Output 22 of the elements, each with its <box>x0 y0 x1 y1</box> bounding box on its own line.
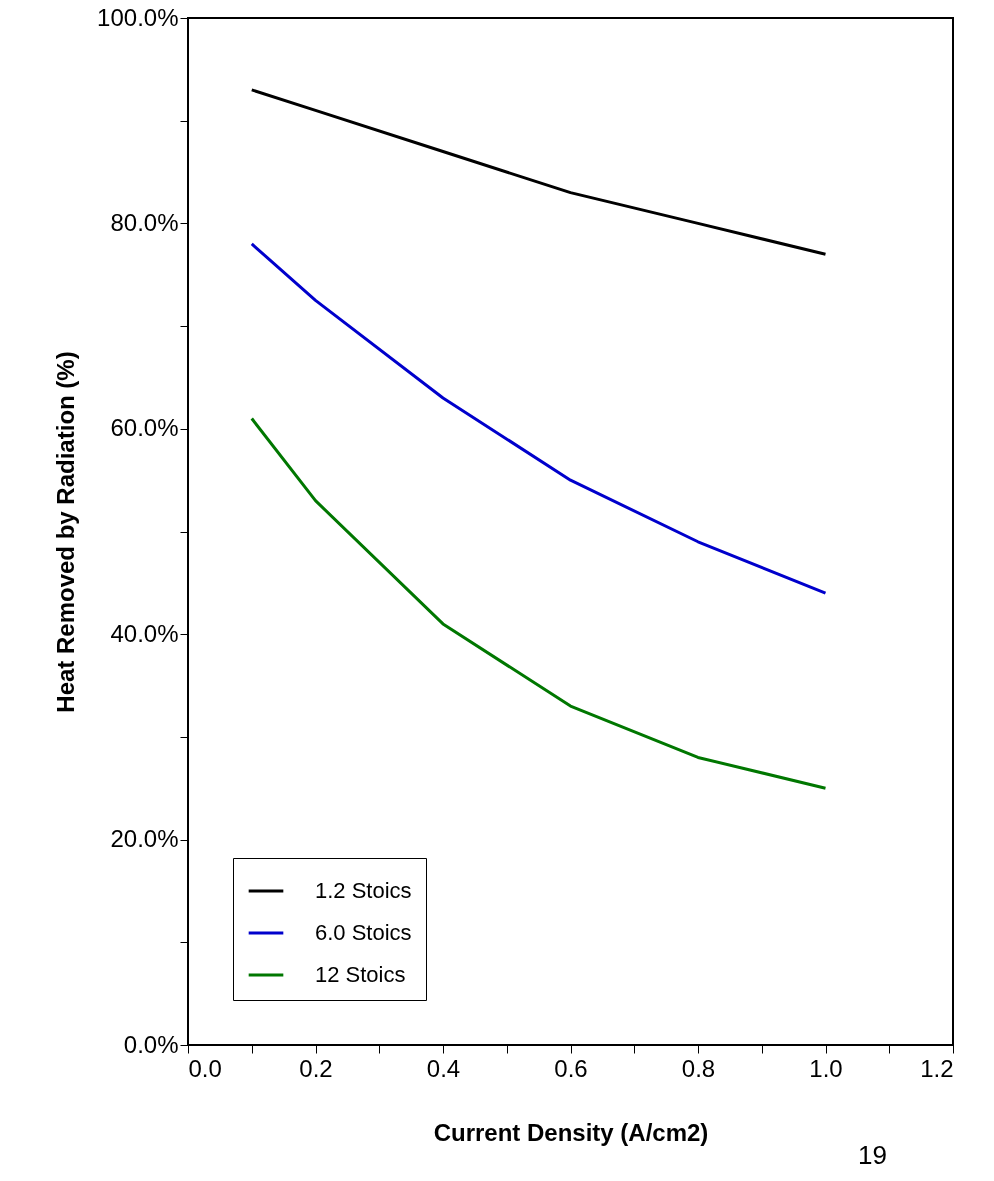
line-series <box>250 417 827 790</box>
y-axis-title: Heat Removed by Radiation (%) <box>52 351 80 713</box>
x-axis-title: Current Density (A/cm2) <box>433 1118 709 1146</box>
x-tick-label: 0.6 <box>554 1054 588 1082</box>
y-tick-label: 100.0% <box>97 3 179 31</box>
legend-label: 1.2 Stoics <box>315 878 412 903</box>
x-tick-label: 1.2 <box>920 1054 954 1082</box>
line-series <box>250 88 827 256</box>
page-number: 19 <box>858 1140 887 1171</box>
line-series <box>250 242 827 595</box>
x-tick-label: 0.4 <box>426 1054 461 1082</box>
y-tick-label: 20.0% <box>110 825 179 853</box>
y-tick-label: 60.0% <box>110 414 179 442</box>
x-tick-label: 1.0 <box>809 1054 843 1082</box>
y-tick-label: 80.0% <box>110 208 179 236</box>
x-tick-label: 0.0 <box>188 1054 222 1082</box>
x-tick-label: 0.2 <box>299 1054 333 1082</box>
legend-label: 12 Stoics <box>315 962 406 987</box>
y-tick-label: 0.0% <box>123 1030 179 1058</box>
x-tick-label: 0.8 <box>681 1054 716 1082</box>
legend-label: 6.0 Stoics <box>315 920 412 945</box>
y-tick-label: 40.0% <box>110 619 179 647</box>
